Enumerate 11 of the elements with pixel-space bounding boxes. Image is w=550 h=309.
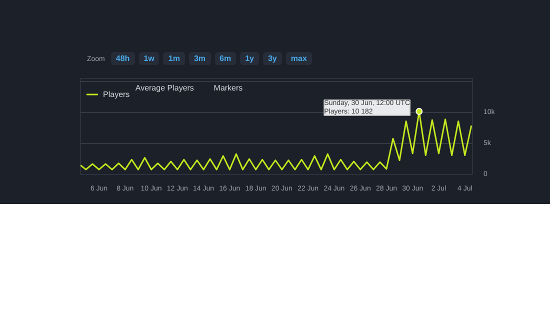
text: 3m <box>188 52 210 65</box>
text: 1m <box>163 52 185 65</box>
text: 1w <box>138 52 160 65</box>
annotation: Average Players <box>135 84 194 93</box>
text: 3y <box>262 52 282 65</box>
text: 1y <box>240 52 259 65</box>
text: 48h <box>110 52 135 65</box>
text: 6m <box>214 52 236 65</box>
legend-label: Players <box>103 90 130 98</box>
annotation: Markers <box>214 84 243 93</box>
text: max <box>286 52 312 65</box>
